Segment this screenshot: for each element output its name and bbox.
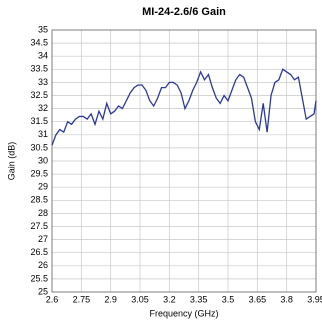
x-axis-label: Frequency (GHz): [149, 308, 218, 318]
y-tick-label: 30: [38, 155, 48, 165]
y-tick-label: 26: [38, 260, 48, 270]
x-tick-label: 3.95: [307, 294, 322, 304]
y-tick-label: 26.5: [30, 247, 48, 257]
y-tick-label: 35: [38, 24, 48, 34]
chart-title: MI-24-2.6/6 Gain: [142, 6, 226, 18]
x-tick-label: 3.65: [249, 294, 267, 304]
y-tick-label: 31: [38, 129, 48, 139]
y-tick-label: 28: [38, 208, 48, 218]
y-tick-label: 31.5: [30, 116, 48, 126]
x-tick-label: 3.2: [163, 294, 176, 304]
y-tick-label: 27.5: [30, 221, 48, 231]
plot-frame: [51, 29, 317, 293]
y-tick-label: 30.5: [30, 142, 48, 152]
y-tick-label: 25.5: [30, 273, 48, 283]
y-tick-label: 34.5: [30, 37, 48, 47]
y-tick-label: 27: [38, 234, 48, 244]
y-tick-label: 25: [38, 286, 48, 296]
x-tick-label: 3.35: [190, 294, 208, 304]
y-tick-label: 28.5: [30, 195, 48, 205]
y-tick-label: 33.5: [30, 64, 48, 74]
line-series: [51, 68, 317, 146]
x-tick-label: 3.8: [280, 294, 293, 304]
y-tick-label: 33: [38, 77, 48, 87]
x-tick-label: 3.05: [131, 294, 149, 304]
y-tick-label: 32.5: [30, 90, 48, 100]
y-tick-label: 34: [38, 51, 48, 61]
y-tick-label: 32: [38, 103, 48, 113]
y-axis-label: Gain (dB): [6, 142, 16, 181]
x-tick-label: 3.5: [222, 294, 235, 304]
y-tick-label: 29.5: [30, 168, 48, 178]
x-tick-label: 2.75: [73, 294, 91, 304]
x-tick-label: 2.9: [104, 294, 117, 304]
y-tick-label: 29: [38, 182, 48, 192]
x-tick-label: 2.6: [46, 294, 59, 304]
